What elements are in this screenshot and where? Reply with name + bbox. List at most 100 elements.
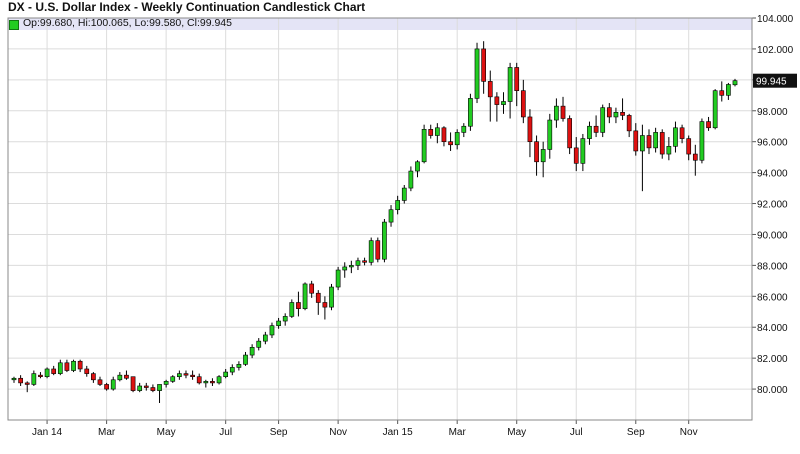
- candle-down: [196, 376, 202, 384]
- candle-up: [395, 200, 401, 211]
- x-tick-label: Jul: [570, 427, 583, 438]
- candle-up: [673, 127, 678, 147]
- x-tick-label: Mar: [449, 427, 467, 438]
- candle-down: [487, 81, 493, 98]
- candle-down: [520, 90, 526, 118]
- y-tick-label: 102.000: [757, 45, 794, 56]
- y-tick-label: 86.000: [757, 292, 788, 303]
- candle-up: [236, 364, 242, 368]
- ohlc-readout: Op:99.680, Hi:100.065, Lo:99.580, Cl:99.…: [23, 17, 232, 29]
- candle-up: [640, 135, 645, 152]
- candle-up: [388, 209, 394, 223]
- x-tick-label: Sep: [270, 427, 288, 438]
- candle-down: [91, 373, 96, 381]
- candle-up: [117, 374, 123, 381]
- candle-up: [613, 112, 619, 118]
- x-tick-label: May: [157, 427, 176, 438]
- candle-up: [229, 367, 235, 373]
- candle-up: [726, 84, 731, 96]
- candle-up: [355, 260, 361, 266]
- y-tick-label: 104.000: [757, 14, 794, 25]
- candle-down: [679, 127, 685, 139]
- candle-down: [606, 107, 612, 118]
- x-tick-label: Mar: [98, 427, 116, 438]
- candle-up: [302, 283, 308, 309]
- candle-up: [31, 373, 37, 385]
- candle-up: [580, 138, 586, 164]
- candle-up: [203, 381, 209, 384]
- candle-up: [712, 90, 718, 129]
- candle-down: [190, 374, 195, 378]
- chart-title: DX - U.S. Dollar Index - Weekly Continua…: [8, 0, 366, 14]
- candle-down: [527, 116, 533, 142]
- candle-up: [699, 121, 705, 161]
- candle-down: [441, 127, 447, 142]
- candle-up: [474, 48, 480, 99]
- candle-down: [18, 377, 23, 384]
- candle-up: [732, 80, 738, 86]
- y-tick-label: 82.000: [757, 354, 788, 365]
- candle-down: [706, 121, 711, 129]
- candle-down: [719, 90, 725, 96]
- candle-down: [514, 67, 520, 91]
- candle-up: [11, 377, 17, 381]
- candle-up: [547, 119, 553, 150]
- candle-up: [263, 334, 268, 342]
- y-tick-label: 84.000: [757, 323, 788, 334]
- x-tick-label: Jul: [219, 427, 232, 438]
- candle-down: [150, 387, 156, 391]
- candle-down: [633, 130, 639, 152]
- candle-up: [57, 362, 63, 374]
- y-tick-label: 92.000: [757, 200, 788, 211]
- last-price-tag: [753, 73, 797, 88]
- candle-up: [269, 325, 275, 336]
- candle-up: [434, 127, 440, 136]
- candle-down: [481, 48, 486, 82]
- candle-down: [124, 374, 129, 379]
- candle-down: [183, 373, 189, 376]
- y-tick-label: 80.000: [757, 385, 788, 396]
- candle-down: [620, 112, 625, 116]
- candle-down: [130, 376, 136, 391]
- candle-down: [143, 385, 149, 388]
- candle-up: [507, 67, 513, 102]
- candle-down: [567, 118, 572, 149]
- candle-up: [44, 368, 50, 378]
- candle-up: [289, 302, 295, 317]
- candle-down: [322, 302, 328, 308]
- ohlc-legend-swatch: [9, 20, 19, 30]
- candle-up: [137, 385, 143, 391]
- candle-down: [428, 129, 434, 136]
- candle-up: [454, 132, 460, 146]
- candle-up: [163, 381, 169, 385]
- x-tick-label: May: [507, 427, 526, 438]
- candle-down: [646, 135, 652, 149]
- x-tick-label: Jan 15: [383, 427, 413, 438]
- candle-down: [686, 138, 692, 155]
- legend-band: [8, 18, 752, 30]
- candle-up: [382, 221, 387, 260]
- candle-down: [692, 153, 698, 161]
- candle-up: [71, 360, 76, 371]
- candle-up: [461, 125, 467, 133]
- y-tick-label: 98.000: [757, 107, 788, 118]
- candle-up: [329, 286, 334, 308]
- candle-down: [51, 368, 57, 374]
- candle-down: [64, 362, 70, 371]
- candle-up: [157, 384, 162, 391]
- last-price-label: 99.945: [756, 77, 787, 88]
- candle-down: [296, 302, 301, 309]
- candle-up: [216, 376, 222, 384]
- plot-border: [7, 17, 753, 421]
- candle-up: [110, 379, 116, 390]
- candle-up: [335, 269, 341, 288]
- candle-up: [408, 170, 414, 189]
- candle-down: [84, 368, 90, 374]
- candle-down: [573, 147, 579, 164]
- candle-up: [587, 125, 592, 139]
- candle-down: [362, 260, 367, 263]
- candle-down: [375, 240, 381, 260]
- candle-up: [468, 98, 473, 127]
- x-tick-label: Nov: [329, 427, 347, 438]
